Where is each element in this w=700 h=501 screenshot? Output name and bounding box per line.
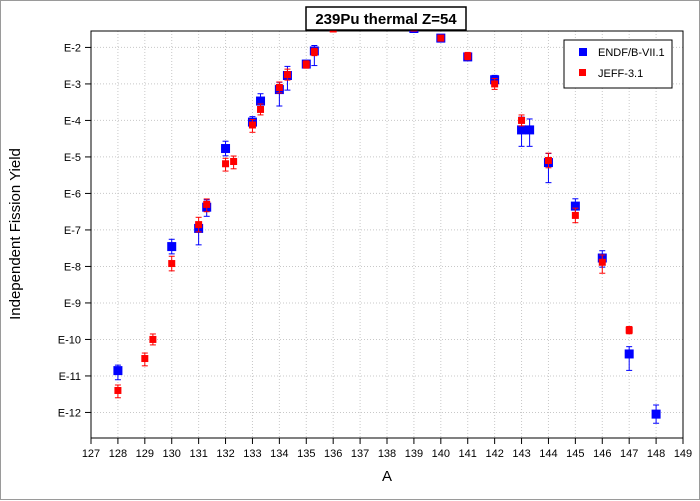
- series-jeff: [114, 20, 633, 399]
- x-tick-label: 141: [459, 448, 477, 460]
- x-tick-label: 139: [405, 448, 423, 460]
- y-tick-label: E-10: [58, 334, 81, 346]
- data-point: [437, 34, 445, 42]
- y-tick-label: E-4: [64, 115, 81, 127]
- data-point: [221, 144, 231, 154]
- y-axis-label: Independent Fission Yield: [7, 148, 24, 320]
- x-tick-label: 143: [512, 448, 530, 460]
- y-tick-label: E-7: [64, 225, 81, 237]
- data-point: [310, 48, 318, 56]
- data-point: [518, 116, 526, 124]
- x-axis-ticks: 127 128 129 130 131 132 133 134 135 136 137 138 139 1…: [82, 438, 692, 460]
- data-point: [598, 258, 606, 266]
- data-point: [113, 366, 123, 376]
- legend-marker-endf: [579, 48, 587, 56]
- data-point: [195, 221, 203, 229]
- data-point: [625, 326, 633, 334]
- data-point: [167, 242, 177, 252]
- x-tick-label: 149: [674, 448, 692, 460]
- data-point: [257, 105, 265, 113]
- data-point: [114, 386, 122, 394]
- data-point: [624, 349, 634, 359]
- y-tick-label: E-5: [64, 152, 81, 164]
- data-point: [651, 409, 661, 419]
- x-tick-label: 130: [163, 448, 181, 460]
- x-tick-label: 127: [82, 448, 100, 460]
- x-tick-label: 137: [351, 448, 369, 460]
- data-point: [464, 52, 472, 60]
- data-point: [230, 157, 238, 165]
- y-tick-label: E-6: [64, 188, 81, 200]
- data-point: [168, 260, 176, 268]
- x-tick-label: 132: [216, 448, 234, 460]
- y-tick-label: E-3: [64, 79, 81, 91]
- y-axis-ticks: E-2 E-3 E-4 E-5 E-6 E-7 E-8 E-9 E-10 E-11 E-12: [58, 42, 91, 419]
- y-tick-label: E-9: [64, 298, 81, 310]
- grid: [91, 31, 683, 438]
- x-tick-label: 138: [378, 448, 396, 460]
- y-tick-label: E-12: [58, 407, 81, 419]
- data-point: [525, 125, 535, 135]
- x-axis-label: A: [382, 468, 392, 485]
- x-tick-label: 133: [243, 448, 261, 460]
- data-point: [491, 80, 499, 88]
- data-point: [149, 335, 157, 343]
- x-tick-label: 140: [432, 448, 450, 460]
- data-point: [517, 125, 527, 135]
- legend-label-jeff: JEFF-3.1: [598, 68, 643, 80]
- data-point: [275, 83, 283, 91]
- chart-title: 239Pu thermal Z=54: [315, 11, 457, 28]
- x-tick-label: 148: [647, 448, 665, 460]
- data-point: [302, 61, 310, 69]
- x-tick-label: 147: [620, 448, 638, 460]
- data-point: [222, 160, 230, 168]
- x-tick-label: 129: [136, 448, 154, 460]
- data-point: [283, 71, 291, 79]
- x-tick-label: 135: [297, 448, 315, 460]
- data-point: [203, 200, 211, 208]
- legend-label-endf: ENDF/B-VII.1: [598, 47, 665, 59]
- data-point: [570, 201, 580, 211]
- x-tick-label: 136: [324, 448, 342, 460]
- y-tick-label: E-11: [59, 371, 81, 383]
- x-tick-label: 131: [189, 448, 207, 460]
- x-tick-label: 142: [485, 448, 503, 460]
- chart-title-box: 239Pu thermal Z=54: [305, 6, 467, 31]
- x-tick-label: 134: [270, 448, 288, 460]
- x-tick-label: 144: [539, 448, 557, 460]
- y-tick-label: E-8: [64, 261, 81, 273]
- data-point: [571, 211, 579, 219]
- data-point: [544, 156, 552, 164]
- legend-marker-jeff: [579, 69, 586, 76]
- data-point: [256, 96, 266, 106]
- legend: ENDF/B-VII.1 JEFF-3.1: [563, 39, 673, 89]
- data-point: [141, 355, 149, 363]
- y-tick-label: E-2: [64, 42, 81, 54]
- x-tick-label: 146: [593, 448, 611, 460]
- x-tick-label: 145: [566, 448, 584, 460]
- x-tick-label: 128: [109, 448, 127, 460]
- data-point: [248, 121, 256, 129]
